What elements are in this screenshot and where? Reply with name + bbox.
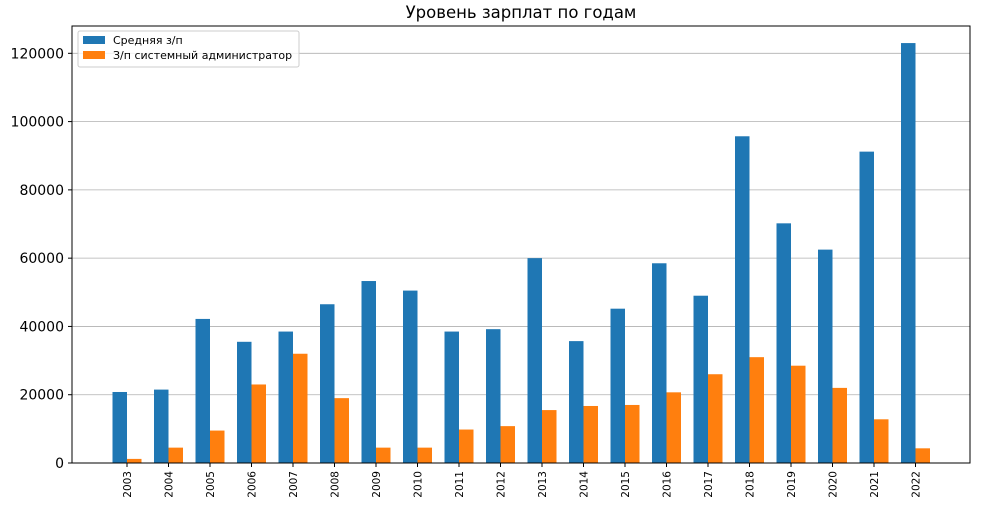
x-tick-label: 2021: [869, 471, 881, 498]
x-tick-label: 2010: [413, 471, 425, 498]
bar-series-1-2007: [293, 353, 308, 463]
bar-series-1-2005: [210, 430, 225, 463]
bar-series-1-2011: [459, 429, 474, 463]
bar-series-0-2006: [237, 341, 252, 463]
bar-series-1-2016: [666, 392, 681, 463]
bar-series-0-2010: [403, 290, 418, 463]
bar-series-0-2009: [361, 281, 376, 463]
x-tick-label: 2016: [662, 471, 674, 498]
x-tick-label: 2009: [371, 471, 383, 498]
x-tick-label: 2022: [911, 471, 923, 498]
bar-series-0-2011: [444, 331, 459, 463]
legend-label-series-0: Средняя з/п: [113, 34, 183, 47]
bar-series-0-2007: [278, 331, 293, 463]
legend-swatch-series-1: [83, 51, 105, 59]
bar-series-0-2015: [610, 308, 625, 463]
legend-box: [77, 30, 300, 68]
bar-series-0-2012: [486, 329, 501, 463]
bar-series-0-2021: [859, 151, 874, 463]
y-tick-label: 120000: [11, 46, 64, 62]
y-axis: 0 20000 40000 60000 80000 100000 120000: [11, 46, 72, 472]
bar-series-1-2009: [376, 447, 391, 463]
bar-series-0-2003: [112, 391, 127, 463]
x-tick-label: 2014: [579, 471, 591, 498]
plot-frame: [71, 25, 971, 464]
y-tick-label: 0: [55, 456, 64, 472]
legend-label-series-1: З/п системный администратор: [113, 49, 292, 62]
bar-series-0-2020: [818, 249, 833, 463]
x-tick-label: 2013: [537, 471, 549, 498]
bar-series-0-2013: [527, 258, 542, 463]
bar-series-0-2004: [154, 389, 169, 463]
x-tick-label: 2006: [247, 471, 259, 498]
bar-series-1-2008: [334, 398, 349, 463]
bar-series-1-2006: [251, 384, 266, 463]
x-tick-label: 2019: [786, 471, 798, 498]
bar-series-1-2022: [915, 448, 930, 463]
y-tick-label: 100000: [11, 115, 64, 131]
bar-series-1-2013: [542, 410, 557, 463]
bar-series-1-2010: [417, 447, 432, 463]
bar-series-0-2022: [901, 43, 916, 463]
y-tick-label: 60000: [19, 251, 64, 267]
bar-series-0-2019: [776, 223, 791, 463]
bar-series-1-2019: [791, 365, 806, 463]
y-tick-label: 40000: [19, 319, 64, 335]
legend-swatch-series-0: [83, 36, 105, 44]
bar-series-0-2017: [693, 295, 708, 463]
x-tick-label: 2004: [164, 471, 176, 498]
x-tick-label: 2015: [620, 471, 632, 498]
x-tick-label: 2020: [828, 471, 840, 498]
bar-series-1-2018: [749, 357, 764, 463]
bar-series-1-2014: [583, 405, 598, 463]
bar-series-1-2003: [127, 458, 142, 463]
x-tick-label: 2011: [454, 471, 466, 498]
x-axis: 2003 2004 2005 2006 2007 2008 2009 2010 2011 2012…: [122, 463, 923, 498]
bar-series-0-2008: [320, 304, 335, 463]
y-tick-label: 20000: [19, 388, 64, 404]
x-tick-label: 2018: [745, 471, 757, 498]
bar-series-0-2016: [652, 263, 667, 463]
x-tick-label: 2007: [288, 471, 300, 498]
x-tick-label: 2012: [496, 471, 508, 498]
bar-series-0-2005: [195, 318, 210, 463]
y-tick-label: 80000: [19, 183, 64, 199]
x-tick-label: 2017: [703, 471, 715, 498]
bar-series-1-2015: [625, 404, 640, 463]
bar-series-1-2021: [874, 419, 889, 463]
bar-series-1-2020: [832, 387, 847, 463]
bar-series-0-2014: [569, 341, 584, 463]
bar-series-1-2012: [500, 426, 515, 463]
x-tick-label: 2003: [122, 471, 134, 498]
bars: [112, 43, 930, 463]
bar-series-0-2018: [735, 136, 750, 463]
legend: Средняя з/п З/п системный администратор: [77, 30, 300, 68]
bar-series-1-2004: [168, 447, 183, 463]
chart-title: Уровень зарплат по годам: [406, 3, 637, 22]
bar-series-1-2017: [708, 374, 723, 463]
x-tick-label: 2005: [205, 471, 217, 498]
x-tick-label: 2008: [330, 471, 342, 498]
